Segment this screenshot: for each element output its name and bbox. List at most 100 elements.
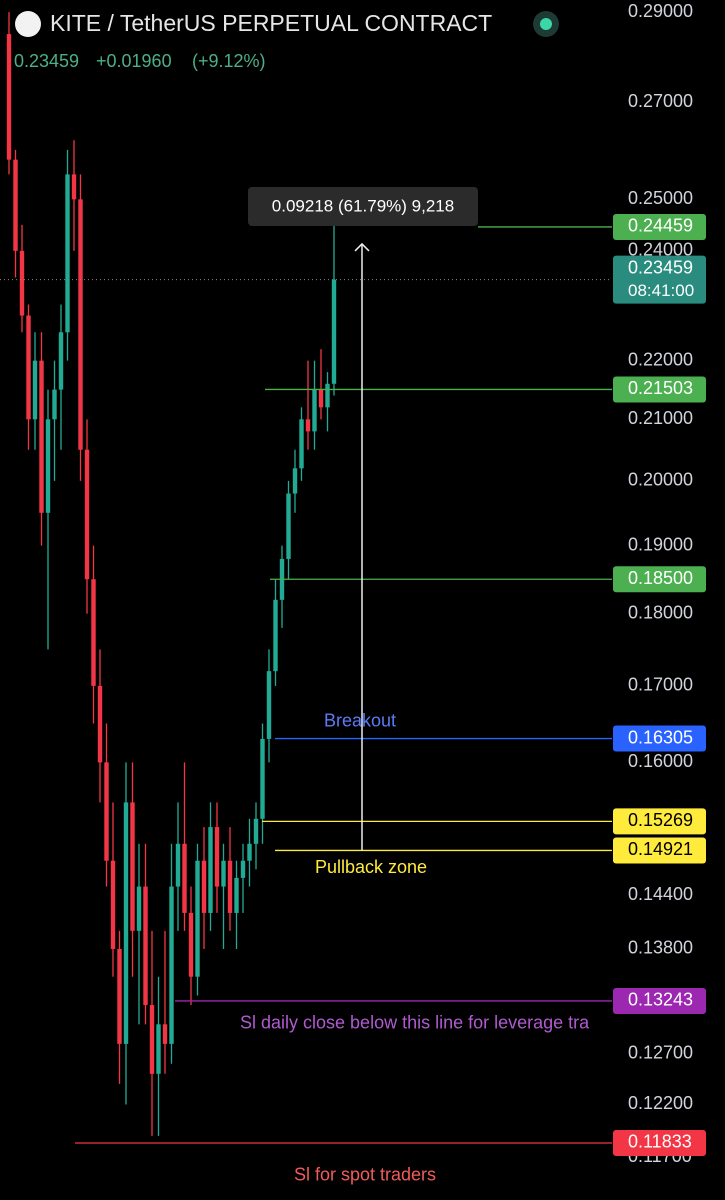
candle-body xyxy=(162,1024,168,1044)
level-label: 0.14921 xyxy=(628,839,693,859)
candle-body xyxy=(149,1005,155,1074)
coin-icon xyxy=(15,11,41,37)
candle-body xyxy=(214,827,220,887)
candle-body xyxy=(266,671,272,739)
y-tick-label: 0.21000 xyxy=(628,408,693,428)
candle-body xyxy=(318,389,324,408)
candle-body xyxy=(312,389,317,432)
candle-body xyxy=(286,493,291,559)
level-label: 0.16305 xyxy=(628,727,693,747)
level-note: Breakout xyxy=(324,710,396,730)
level-box xyxy=(613,1129,706,1156)
candle-body xyxy=(13,159,18,251)
candle-body xyxy=(208,827,213,913)
level-note: Sl for spot traders xyxy=(294,1165,436,1185)
measure-label-box xyxy=(248,187,478,226)
candle-body xyxy=(156,1024,161,1074)
y-tick-label: 0.17000 xyxy=(628,675,693,695)
y-tick-label: 0.14400 xyxy=(628,884,693,904)
measure-label: 0.09218 (61.79%) 9,218 xyxy=(272,196,454,215)
candle-body xyxy=(253,818,259,844)
candle-body xyxy=(240,860,246,878)
current-price-box xyxy=(613,255,706,304)
status-dot xyxy=(540,18,552,30)
candle-body xyxy=(175,843,181,887)
candle-body xyxy=(97,685,103,763)
candle-body xyxy=(169,886,174,1044)
candle-body xyxy=(39,360,44,513)
level-box xyxy=(613,837,706,864)
level-box xyxy=(613,725,706,752)
y-tick-label: 0.12200 xyxy=(628,1093,693,1113)
level-box xyxy=(613,987,706,1014)
candle-body xyxy=(234,877,239,913)
candle-body xyxy=(331,279,337,384)
candle-body xyxy=(58,332,64,390)
y-tick-label: 0.20000 xyxy=(628,470,693,490)
candle-body xyxy=(52,389,57,420)
candle-body xyxy=(123,802,129,1044)
title: KITE / TetherUS PERPETUAL CONTRACT xyxy=(50,10,492,36)
candle-body xyxy=(221,860,226,887)
candle-body xyxy=(273,599,278,672)
level-label: 0.13243 xyxy=(628,990,693,1010)
level-box xyxy=(613,566,706,593)
candle-body xyxy=(78,199,83,450)
candle-body xyxy=(195,860,200,977)
level-note: Sl daily close below this line for lever… xyxy=(240,1013,590,1033)
y-tick-label: 0.24000 xyxy=(628,240,693,260)
candle-body xyxy=(292,468,298,494)
candle-body xyxy=(65,174,70,333)
candle-body xyxy=(305,419,311,432)
candle-body xyxy=(227,860,233,913)
y-tick-label: 0.18000 xyxy=(628,603,693,623)
candle-body xyxy=(247,843,252,861)
y-tick-label: 0.25000 xyxy=(628,188,693,208)
measure-arrowhead xyxy=(354,242,370,252)
candle-body xyxy=(325,383,330,408)
level-note: Pullback zone xyxy=(315,857,427,877)
level-label: 0.15269 xyxy=(628,810,693,830)
candle-body xyxy=(104,762,109,861)
price-axis: 0.29000 0.27000 0.25000 0.24000 0.22000 0.210… xyxy=(613,1,706,1166)
level-box xyxy=(613,808,706,835)
y-tick-label: 0.12700 xyxy=(628,1043,693,1063)
candle-body xyxy=(45,419,51,513)
candle-body xyxy=(136,886,142,931)
current-price-label: 0.23459 xyxy=(628,257,693,277)
candle-body xyxy=(260,738,265,819)
candle-body xyxy=(71,174,77,200)
candle-body xyxy=(143,886,148,1006)
level-label: 0.21503 xyxy=(628,378,693,398)
candle-body xyxy=(91,579,96,686)
candle-body xyxy=(6,34,12,160)
candle-body xyxy=(84,449,90,580)
candle-body xyxy=(299,419,304,469)
y-tick-label: 0.19000 xyxy=(628,534,693,554)
change-pct: (+9.12%) xyxy=(192,51,266,71)
candle-body xyxy=(188,912,194,977)
candle-body xyxy=(32,360,38,420)
level-label: 0.24459 xyxy=(628,216,693,236)
level-label: 0.18500 xyxy=(628,568,693,588)
y-tick-label: 0.16000 xyxy=(628,751,693,771)
candle-body xyxy=(130,802,135,931)
countdown-label: 08:41:00 xyxy=(628,281,694,300)
y-tick-label: 0.27000 xyxy=(628,91,693,111)
level-box xyxy=(613,213,706,240)
candle-body xyxy=(182,843,187,913)
plot-area: Breakout Pullback zone Sl daily close belo… xyxy=(0,12,612,1185)
y-tick-label: 0.22000 xyxy=(628,349,693,369)
candle-body xyxy=(26,315,31,420)
change: +0.01960 xyxy=(96,51,172,71)
price: 0.23459 xyxy=(14,51,79,71)
level-box xyxy=(613,376,706,403)
level-label: 0.11833 xyxy=(628,1132,692,1152)
candle-body xyxy=(117,948,122,1044)
y-tick-label: 0.29000 xyxy=(628,1,693,21)
candle-body xyxy=(110,860,116,949)
candle-body xyxy=(19,250,25,316)
y-tick-label: 0.13800 xyxy=(628,938,693,958)
